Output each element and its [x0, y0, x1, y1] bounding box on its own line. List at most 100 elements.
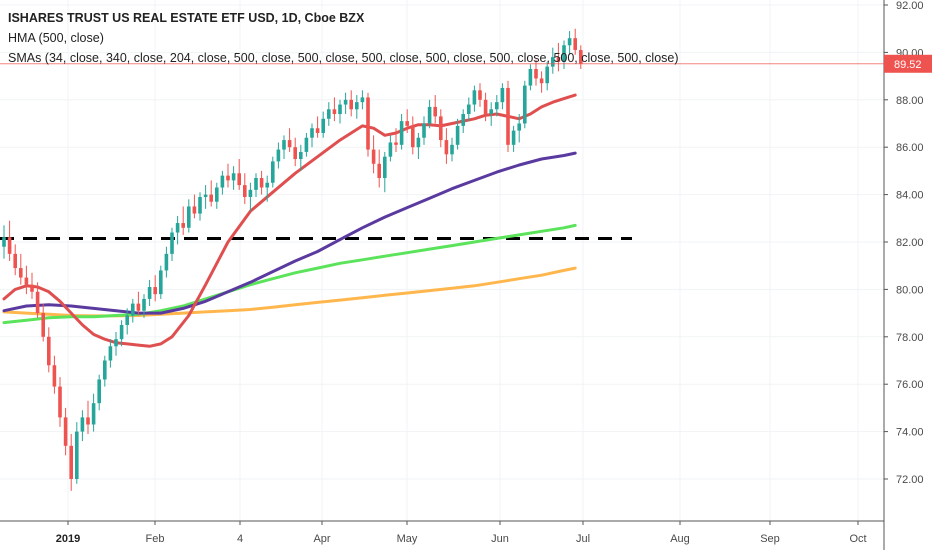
candle-body [511, 130, 516, 145]
y-tick-label: 84.00 [896, 190, 924, 202]
candle-body [131, 303, 135, 316]
candle [579, 45, 583, 69]
y-tick-label: 74.00 [896, 427, 924, 439]
candle [315, 116, 320, 138]
candle-body [35, 291, 40, 314]
candle-body [383, 156, 387, 179]
x-tick-label: 2019 [56, 533, 80, 545]
candle [175, 215, 180, 245]
candle [164, 246, 169, 278]
candle [500, 83, 505, 110]
candle [203, 185, 208, 209]
candle-body [91, 403, 96, 425]
candle-body [2, 237, 6, 247]
candle-body [315, 128, 320, 133]
y-tick-label: 82.00 [896, 237, 924, 249]
y-tick-label: 76.00 [896, 379, 924, 391]
candle [91, 393, 96, 432]
candle [539, 71, 544, 93]
candle-body [41, 313, 45, 337]
candle [416, 132, 421, 160]
candle [282, 135, 286, 160]
candle-body [304, 137, 309, 152]
candle [366, 92, 370, 157]
candle-body [103, 360, 107, 380]
candle [248, 182, 253, 212]
candle-body [495, 102, 499, 110]
candle [355, 95, 359, 119]
candle-body [164, 253, 169, 271]
candle [7, 220, 12, 261]
candle [181, 206, 185, 235]
candle-body [80, 417, 85, 432]
candle [271, 156, 275, 188]
candle [511, 125, 516, 152]
candle [338, 99, 342, 124]
candle-body [153, 287, 157, 295]
candle-body [422, 123, 426, 138]
candle-body [147, 287, 152, 299]
candle-body [332, 109, 337, 115]
candle [215, 182, 219, 209]
candle-body [114, 339, 118, 347]
candle [472, 85, 477, 112]
candle [63, 407, 68, 456]
candle [24, 265, 29, 295]
candle-body [254, 178, 258, 190]
candle-body [321, 118, 325, 133]
candle [209, 180, 213, 207]
candle-body [265, 182, 269, 188]
candle-body [220, 175, 225, 188]
candle-body [159, 270, 163, 295]
candle-body [209, 194, 213, 202]
candle-body [97, 379, 101, 404]
candle-body [47, 336, 51, 366]
candle [467, 97, 471, 122]
candle-body [215, 187, 219, 202]
x-tick-label: Sep [760, 533, 780, 545]
x-axis: 2019 Feb 4 Apr May Jun Jul Aug Sep Oct [0, 520, 884, 545]
candle-body [52, 365, 57, 387]
candle [411, 116, 415, 155]
candle-body [7, 237, 12, 254]
candle-body [108, 346, 113, 361]
candle-body [539, 78, 544, 84]
candle [478, 83, 482, 107]
candle-body [500, 87, 505, 103]
candle-body [259, 178, 264, 188]
candle [69, 433, 73, 491]
candle-body [343, 99, 348, 105]
candle [483, 92, 488, 122]
candle [75, 422, 79, 484]
candle-body [276, 149, 281, 162]
candle-body [125, 315, 129, 325]
candle-body [472, 90, 477, 105]
candle-body [528, 68, 533, 86]
candle [170, 227, 174, 261]
candle-body [455, 125, 460, 145]
candle-body [551, 57, 555, 67]
candle [237, 159, 241, 190]
candle [399, 114, 404, 150]
candle-body [478, 90, 482, 100]
candle [299, 144, 303, 171]
candle [2, 225, 6, 259]
candle [159, 265, 163, 299]
candle [343, 92, 348, 115]
candle-body [19, 268, 23, 278]
candle [119, 320, 124, 347]
candle-body [556, 57, 561, 62]
symbol-title: ISHARES TRUST US REAL ESTATE ETF USD, 1D… [8, 11, 365, 25]
candle-body [293, 147, 297, 160]
candle-body [450, 144, 454, 155]
candle [41, 303, 45, 342]
x-tick-label: 4 [237, 533, 243, 545]
candle-body [394, 142, 398, 145]
candle-body [483, 99, 488, 115]
candle [495, 95, 499, 117]
candle-body [75, 431, 79, 479]
y-tick-label: 92.00 [896, 0, 924, 12]
candle-body [175, 223, 180, 233]
candle [198, 192, 202, 221]
